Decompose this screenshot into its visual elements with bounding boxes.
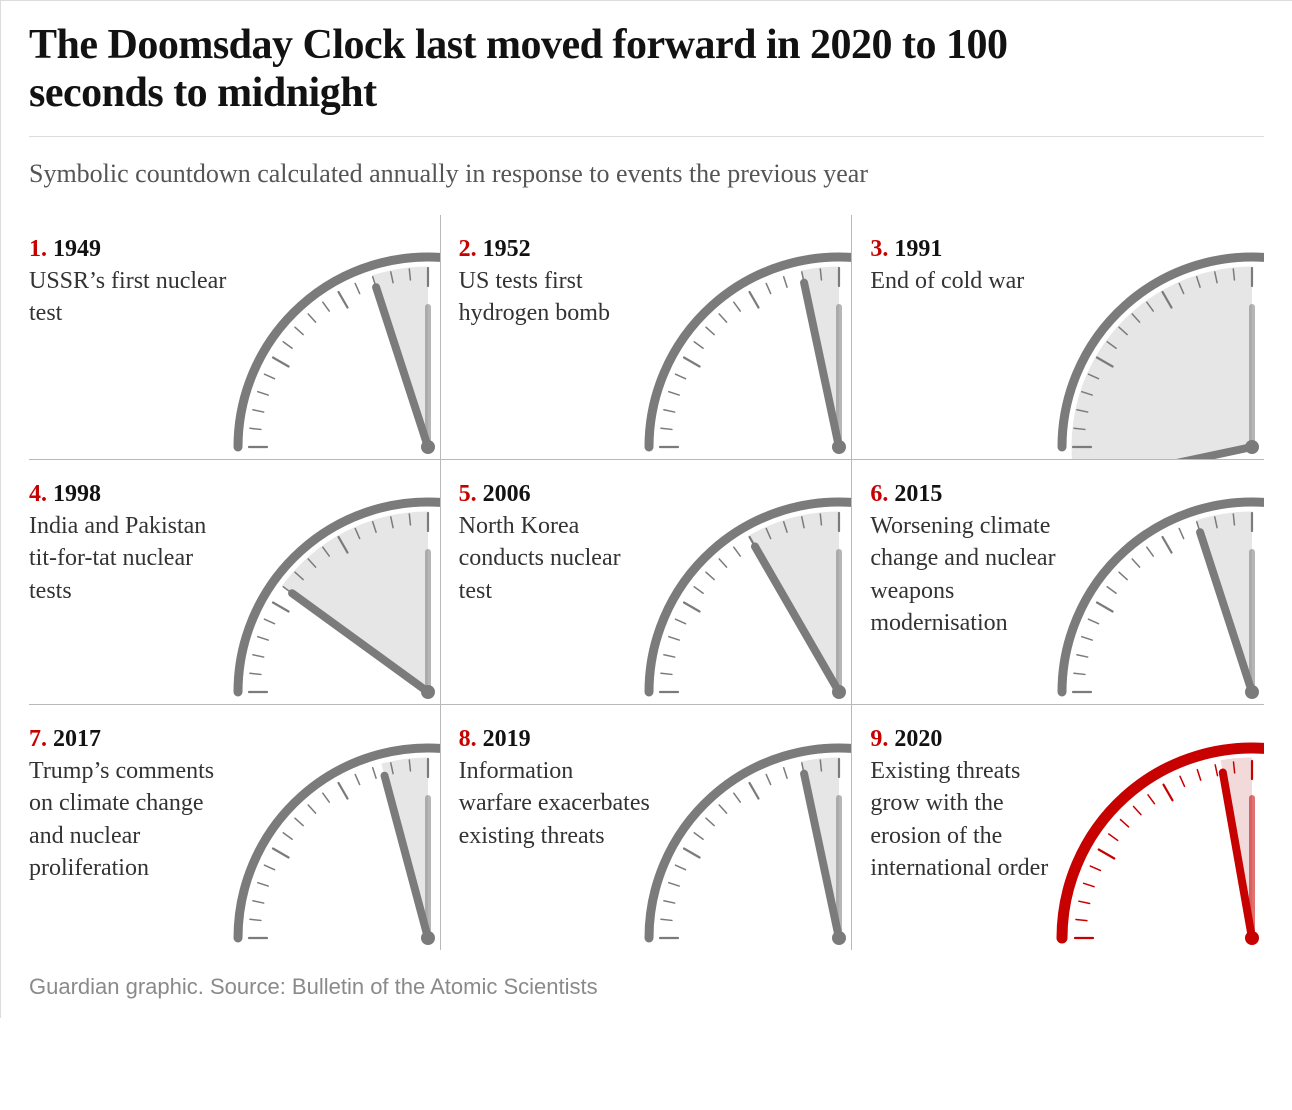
item-number: 9.	[870, 726, 888, 752]
item-desc: US tests first hydrogen bomb	[459, 265, 652, 330]
item-number: 5.	[459, 481, 477, 507]
clock-cell: 6. 2015 Worsening climate change and nuc…	[852, 460, 1264, 705]
item-desc: End of cold war	[870, 265, 1064, 297]
item-number: 3.	[870, 236, 888, 262]
clock-cell: 4. 1998 India and Pakistan tit-for-tat n…	[29, 460, 441, 705]
item-year: 2017	[53, 726, 101, 752]
item-year: 2006	[483, 481, 531, 507]
item-desc: North Korea conducts nuclear test	[459, 510, 652, 607]
item-number: 6.	[870, 481, 888, 507]
clock-caption: 5. 2006 North Korea conducts nuclear tes…	[441, 478, 852, 608]
clock-grid: 1. 1949 USSR’s first nuclear test 2. 195…	[29, 215, 1264, 950]
clock-caption: 3. 1991 End of cold war	[852, 233, 1264, 298]
clock-cell: 1. 1949 USSR’s first nuclear test	[29, 215, 441, 460]
item-number: 8.	[459, 726, 477, 752]
headline-divider	[29, 136, 1264, 137]
clock-caption: 7. 2017 Trump’s comments on climate chan…	[29, 723, 440, 885]
subhead: Symbolic countdown calculated annually i…	[29, 159, 1264, 189]
item-number: 4.	[29, 481, 47, 507]
clock-caption: 8. 2019 Information warfare exacerbates …	[441, 723, 852, 853]
item-year: 2020	[894, 726, 942, 752]
clock-caption: 1. 1949 USSR’s first nuclear test	[29, 233, 440, 330]
clock-caption: 2. 1952 US tests first hydrogen bomb	[441, 233, 852, 330]
headline: The Doomsday Clock last moved forward in…	[29, 21, 1129, 118]
item-year: 2019	[483, 726, 531, 752]
item-desc: Existing threats grow with the erosion o…	[870, 755, 1064, 885]
source-line: Guardian graphic. Source: Bulletin of th…	[29, 974, 1264, 1000]
clock-caption: 6. 2015 Worsening climate change and nuc…	[852, 478, 1264, 640]
clock-caption: 4. 1998 India and Pakistan tit-for-tat n…	[29, 478, 440, 608]
item-desc: Worsening climate change and nuclear wea…	[870, 510, 1064, 640]
item-desc: India and Pakistan tit-for-tat nuclear t…	[29, 510, 240, 607]
item-year: 1998	[53, 481, 101, 507]
clock-cell: 8. 2019 Information warfare exacerbates …	[441, 705, 853, 950]
item-year: 2015	[894, 481, 942, 507]
infographic-frame: The Doomsday Clock last moved forward in…	[0, 0, 1292, 1018]
clock-cell: 9. 2020 Existing threats grow with the e…	[852, 705, 1264, 950]
item-number: 1.	[29, 236, 47, 262]
item-year: 1991	[894, 236, 942, 262]
clock-cell: 7. 2017 Trump’s comments on climate chan…	[29, 705, 441, 950]
clock-caption: 9. 2020 Existing threats grow with the e…	[852, 723, 1264, 885]
item-year: 1952	[483, 236, 531, 262]
item-number: 7.	[29, 726, 47, 752]
item-desc: Information warfare exacerbates existing…	[459, 755, 652, 852]
clock-cell: 2. 1952 US tests first hydrogen bomb	[441, 215, 853, 460]
item-year: 1949	[53, 236, 101, 262]
item-desc: USSR’s first nuclear test	[29, 265, 240, 330]
item-desc: Trump’s comments on climate change and n…	[29, 755, 240, 885]
item-number: 2.	[459, 236, 477, 262]
clock-cell: 3. 1991 End of cold war	[852, 215, 1264, 460]
clock-cell: 5. 2006 North Korea conducts nuclear tes…	[441, 460, 853, 705]
